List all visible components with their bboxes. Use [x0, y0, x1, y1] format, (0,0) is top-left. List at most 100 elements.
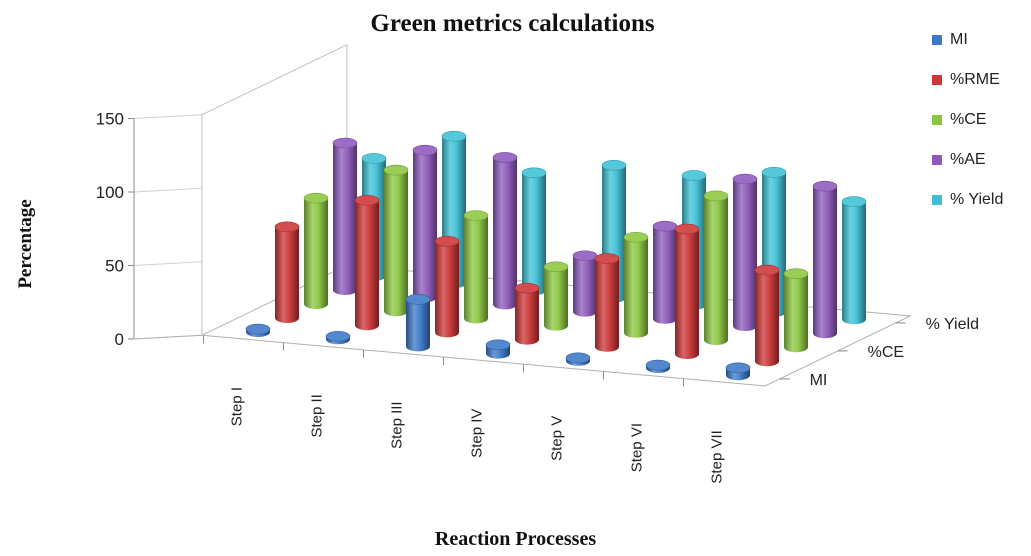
legend-label: % Yield: [950, 191, 1004, 208]
bar-top: [361, 153, 387, 164]
legend: MI %RME %CE %AE % Yield: [932, 20, 1031, 220]
bar-body: [493, 157, 517, 310]
bar: [841, 196, 867, 325]
bar: [383, 164, 409, 317]
bar-body: [355, 200, 379, 331]
bar-top: [405, 294, 431, 305]
bar-top: [645, 359, 671, 371]
bar: [703, 190, 729, 345]
y-axis-label: Percentage: [15, 199, 36, 289]
bar-top: [354, 194, 380, 206]
bar-body: [275, 226, 299, 323]
bar: [812, 180, 838, 339]
bar: [463, 210, 489, 324]
bar-body: [595, 258, 619, 352]
legend-item: %RME: [932, 60, 1031, 100]
bar: [725, 362, 751, 381]
bar-body: [784, 273, 808, 353]
depth-tick-label: %CE: [868, 344, 904, 361]
bar-top: [543, 261, 569, 273]
bar-body: [406, 299, 430, 352]
bar: [332, 137, 358, 295]
bar: [354, 194, 380, 331]
bar-top: [485, 339, 511, 351]
legend-swatch: [932, 115, 942, 125]
bar-top: [383, 164, 409, 176]
bar-body: [842, 201, 866, 325]
bar-body: [813, 186, 837, 339]
legend-label: %AE: [950, 151, 986, 168]
legend-label: %CE: [950, 111, 987, 128]
bar-body: [624, 237, 648, 338]
bar-top: [332, 137, 358, 149]
x-tick-label: Step II: [309, 394, 326, 437]
bar-body: [304, 198, 328, 309]
bar-body: [675, 229, 699, 359]
bar-top: [681, 170, 707, 181]
bar-top: [674, 223, 700, 235]
bar: [732, 173, 758, 331]
bar: [412, 144, 438, 303]
bar: [434, 235, 460, 338]
legend-label: MI: [950, 31, 968, 48]
bar-body: [653, 226, 677, 324]
bar-top: [703, 190, 729, 202]
bar-top: [572, 250, 598, 262]
depth-tick-label: % Yield: [926, 316, 979, 333]
bar: [652, 220, 678, 324]
bar: [492, 152, 518, 310]
bar-top: [652, 220, 678, 232]
legend-label: %RME: [950, 71, 1000, 88]
bar-top: [565, 352, 591, 364]
legend-item: MI: [932, 20, 1031, 60]
y-grid-stub: [133, 261, 202, 266]
bar: [405, 294, 431, 352]
bar-body: [515, 288, 539, 345]
bar: [521, 167, 547, 296]
bar: [754, 264, 780, 367]
bar-top: [725, 362, 751, 374]
x-tick-label: Step V: [549, 416, 566, 461]
bar: [543, 261, 569, 331]
bar-top: [594, 253, 620, 264]
chart-title: Green metrics calculations: [370, 10, 655, 37]
bar-top: [325, 330, 351, 342]
x-tick-label: Step III: [389, 401, 406, 449]
bar-top: [601, 160, 627, 171]
bar-body: [435, 241, 459, 338]
y-tick-label: 100: [96, 183, 124, 202]
y-tick-label: 50: [105, 257, 124, 276]
x-tick-label: Step I: [229, 387, 246, 426]
y-grid-stub: [133, 187, 202, 193]
y-grid-stub: [133, 114, 202, 119]
bar-top: [812, 180, 838, 192]
bar-body: [544, 266, 568, 331]
bar-top: [754, 264, 780, 276]
y-tick-label: 0: [115, 330, 124, 349]
x-tick-label: Step VII: [709, 430, 726, 483]
legend-item: % Yield: [932, 180, 1031, 220]
legend-swatch: [932, 155, 942, 165]
bar-body: [384, 170, 408, 317]
legend-swatch: [932, 75, 942, 85]
x-axis-stub: [133, 334, 202, 340]
x-axis-label: Reaction Processes: [434, 528, 597, 550]
bar: [514, 282, 540, 345]
legend-item: %CE: [932, 100, 1031, 140]
bar: [783, 268, 809, 353]
bar-top: [303, 192, 329, 204]
bar-body: [333, 143, 357, 295]
bar-top: [732, 173, 758, 185]
depth-tick-label: MI: [810, 372, 828, 389]
bar-top: [761, 167, 787, 178]
bar-body: [522, 172, 546, 296]
bar-top: [412, 144, 438, 156]
bar: [645, 359, 671, 373]
bar-top: [463, 210, 489, 221]
bar: [485, 339, 511, 359]
bar: [674, 223, 700, 359]
x-tick-label: Step IV: [469, 409, 486, 458]
bar-top: [441, 130, 467, 142]
